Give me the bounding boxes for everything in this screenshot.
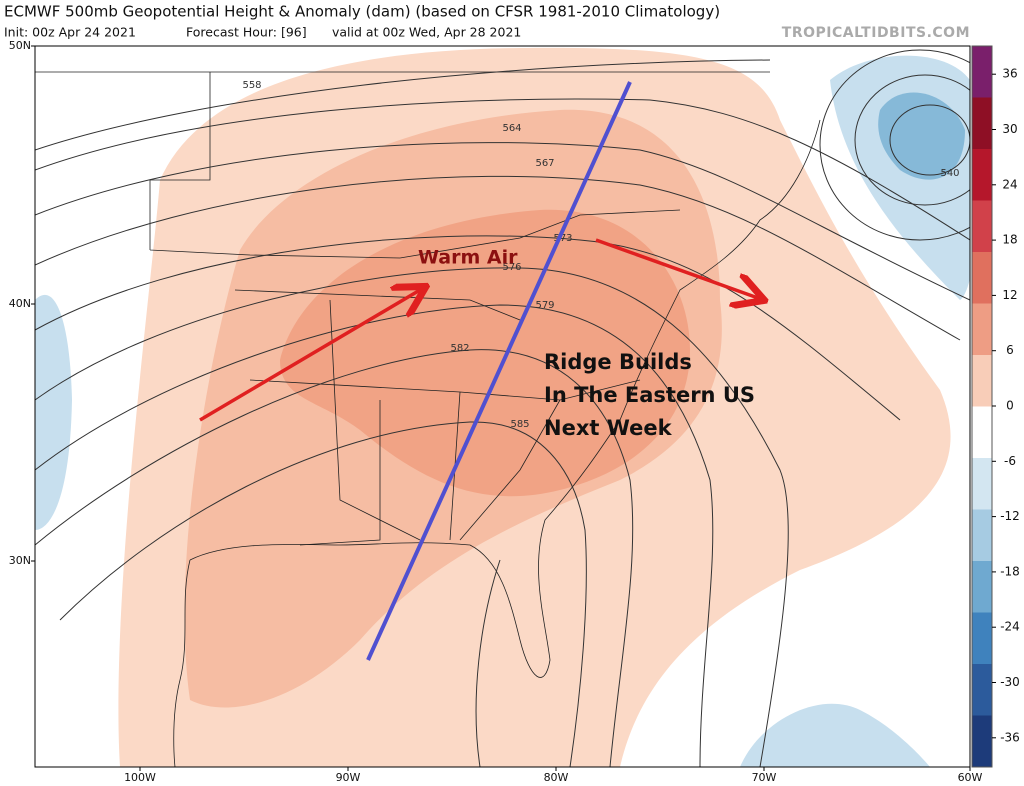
colorbar: 36 30 24 18 12 6 0 -6 -12 -18 -24 -30 -36 <box>971 45 1020 768</box>
arrow-east <box>595 238 758 298</box>
map-area: 558 564 567 573 576 579 582 585 540 <box>35 46 970 767</box>
colorbar-label: -6 <box>1004 454 1016 468</box>
colorbar-label: -12 <box>1000 509 1020 523</box>
lon-label: 90W <box>336 771 361 784</box>
lon-label: 60W <box>958 771 983 784</box>
colorbar-segment <box>972 406 992 459</box>
lon-label: 80W <box>544 771 569 784</box>
contour <box>475 559 501 767</box>
contour <box>35 98 970 241</box>
colorbar-segment <box>972 355 992 407</box>
credit: TROPICALTIDBITS.COM <box>782 25 970 41</box>
map-frame <box>34 45 971 768</box>
contour <box>35 349 634 767</box>
colorbar-segment <box>972 715 992 768</box>
contour <box>59 421 587 767</box>
colorbar-label: 30 <box>1002 122 1017 136</box>
annotation-ridge: In The Eastern US <box>544 383 755 407</box>
contour-label: 573 <box>553 233 572 244</box>
lat-label: 50N <box>9 39 31 52</box>
colorbar-label: -30 <box>1000 675 1020 689</box>
arrow-warm <box>199 290 420 422</box>
axes: 50N 40N 30N 100W 90W 80W 70W 60W <box>9 39 983 784</box>
contour <box>35 59 771 151</box>
contour-label: 540 <box>940 168 959 179</box>
colorbar-segment <box>972 612 992 665</box>
contour-label: 579 <box>535 300 554 311</box>
contour-low <box>889 104 970 176</box>
lat-label: 40N <box>9 297 31 310</box>
contour-label: 564 <box>502 123 521 134</box>
colorbar-segment <box>972 200 992 253</box>
colorbar-segment <box>972 509 992 562</box>
colorbar-label: 36 <box>1002 67 1017 81</box>
anomaly-neg6-west <box>35 294 72 530</box>
colorbar-segment <box>972 97 992 150</box>
colorbar-segment <box>972 561 992 613</box>
ridge-axis <box>366 81 632 661</box>
contour-labels: 558 564 567 573 576 579 582 585 540 <box>242 80 959 430</box>
contour-low <box>819 49 970 241</box>
lon-label: 70W <box>752 771 777 784</box>
colorbar-label: 0 <box>1006 399 1014 413</box>
anomaly-neg12 <box>878 92 965 180</box>
colorbar-label: -36 <box>1000 730 1020 744</box>
annotation-warm-air: Warm Air <box>418 247 518 269</box>
contour <box>35 304 714 767</box>
colorbar-label: -24 <box>1000 620 1020 634</box>
colorbar-segment <box>972 46 992 98</box>
coastline-mexico <box>173 559 191 767</box>
contour <box>35 175 961 341</box>
contour-label: 585 <box>510 419 529 430</box>
colorbar-label: 6 <box>1006 343 1014 357</box>
contour-low <box>854 74 970 206</box>
annotation-ridge: Next Week <box>544 416 673 440</box>
colorbar-segment <box>972 664 992 716</box>
annotation-ridge: Ridge Builds <box>544 350 692 374</box>
valid-time: valid at 00z Wed, Apr 28 2021 <box>332 25 521 40</box>
anomaly-neg6-south <box>740 703 930 767</box>
contour-label: 558 <box>242 80 261 91</box>
colorbar-label: -18 <box>1000 564 1020 578</box>
anomaly-18 <box>280 209 690 497</box>
colorbar-label: 24 <box>1002 177 1017 191</box>
title: ECMWF 500mb Geopotential Height & Anomal… <box>4 3 720 21</box>
coastline <box>189 119 821 678</box>
colorbar-label: 18 <box>1002 233 1017 247</box>
contour-label: 576 <box>502 262 521 273</box>
colorbar-label: 12 <box>1002 288 1017 302</box>
colorbar-segment <box>972 303 992 356</box>
lon-label: 100W <box>124 771 156 784</box>
init: Init: 00z Apr 24 2021 <box>4 25 136 40</box>
contour-label: 567 <box>535 158 554 169</box>
colorbar-segment <box>972 458 992 510</box>
colorbar-segment <box>972 252 992 304</box>
colorbar-segment <box>972 149 992 201</box>
contour <box>35 267 789 767</box>
lat-label: 30N <box>9 554 31 567</box>
forecast-hour: Forecast Hour: [96] <box>186 25 307 40</box>
contour-label: 582 <box>450 343 469 354</box>
contour <box>35 142 970 301</box>
